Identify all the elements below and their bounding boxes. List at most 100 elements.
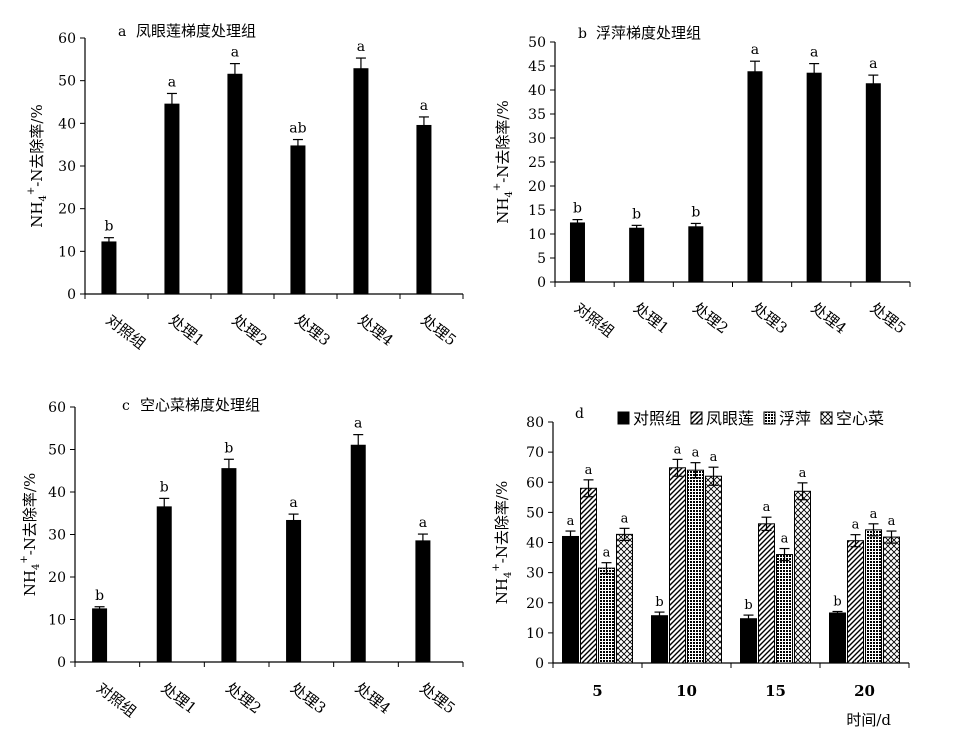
panel-b-y-label: NH4+-N去除率/%: [492, 100, 515, 224]
panel-d-bar-solid: [651, 615, 668, 664]
panel-a-sig-label: a: [357, 39, 365, 55]
panel-d-y-tick-label: 10: [526, 626, 544, 642]
panel-d-sig-label: a: [567, 514, 575, 529]
panel-d-sig-label: b: [833, 594, 841, 609]
panel-b-y-tick-label: 35: [528, 107, 546, 123]
panel-d-y-tick-label: 0: [535, 656, 544, 672]
panel-c-bar: [350, 444, 366, 663]
panel-d-legend-swatch: [763, 411, 776, 425]
chart-panel-b: 0 5 10 15 20 25 30 35 40 45 50 b 浮萍梯度处理组 NH4+-N去除率/% b…: [492, 24, 911, 341]
panel-c-category-label: 处理1: [158, 679, 200, 718]
panel-d-sig-label: a: [870, 507, 878, 522]
panel-b-y-tick-label: 45: [528, 59, 546, 75]
panel-b-category-label: 处理2: [689, 299, 731, 338]
panel-a-sig-label: a: [168, 74, 176, 90]
panel-b-bar: [865, 83, 881, 283]
panel-b-panel-label: b: [578, 26, 587, 42]
panel-d-bar-solid: [562, 535, 579, 664]
panel-d-legend-item: 空心菜: [820, 409, 884, 428]
panel-c-y-tick-label: 20: [48, 570, 66, 586]
panel-a-category-label: 处理3: [291, 311, 333, 350]
panel-d-legend-label: 凤眼莲: [706, 409, 754, 428]
panel-a-y-tick-label: 50: [58, 74, 76, 90]
panel-a-category-label: 处理5: [417, 311, 459, 350]
panel-c-category-label: 处理4: [352, 679, 394, 718]
panel-d-bar-crosshatch: [883, 536, 900, 664]
panel-d-bar-solid: [829, 612, 846, 664]
panel-c-category-label: 处理3: [287, 679, 329, 718]
panel-a-title: 凤眼莲梯度处理组: [136, 22, 256, 40]
panel-a-category-label: 处理1: [165, 311, 207, 350]
panel-d-sig-label: a: [799, 466, 807, 481]
panel-b-bar: [569, 222, 585, 283]
panel-c-bar: [286, 519, 302, 663]
panel-b-y-tick-label: 15: [528, 203, 546, 219]
panel-d-legend-swatch: [617, 411, 630, 425]
panel-d-legend-item: 凤眼莲: [690, 409, 754, 428]
panel-d-bar-diagonal: [847, 540, 864, 664]
panel-b-category-label: 处理5: [867, 299, 909, 338]
panel-d-sig-label: a: [603, 546, 611, 561]
panel-d-sig-label: a: [621, 511, 629, 526]
panel-d-legend-label: 浮萍: [779, 409, 811, 428]
panel-d-bar-grid: [865, 529, 882, 664]
panel-d-legend-label: 对照组: [633, 409, 681, 428]
panel-d-legend-label: 空心菜: [836, 409, 884, 428]
panel-d-bar-solid: [740, 618, 757, 664]
panel-d-sig-label: a: [692, 446, 700, 461]
panel-b-y-tick-label: 50: [528, 35, 546, 51]
panel-b-bar: [629, 227, 645, 283]
panel-d-category-label: 20: [854, 682, 875, 700]
panel-d-bar-diagonal: [669, 467, 686, 664]
panel-d-category-label: 10: [676, 682, 697, 700]
panel-a-y-tick-label: 40: [58, 116, 76, 132]
panel-c-sig-label: a: [419, 515, 427, 531]
panel-a-y-tick-label: 60: [58, 31, 76, 47]
panel-c-sig-label: a: [354, 416, 362, 432]
panel-d-y-tick-label: 50: [526, 505, 544, 521]
panel-b-sig-label: b: [691, 204, 700, 220]
panel-c-sig-label: b: [224, 440, 233, 456]
panel-a-bar: [164, 103, 180, 295]
panel-b-category-label: 处理4: [808, 299, 850, 338]
panel-d-bar-diagonal: [758, 523, 775, 664]
panel-b-category-label: 对照组: [571, 299, 618, 341]
panel-c-title: 空心菜梯度处理组: [140, 396, 260, 414]
panel-c-bar: [92, 608, 108, 663]
panel-d-sig-label: a: [585, 463, 593, 478]
panel-d-panel-label: d: [575, 406, 584, 422]
panel-b-bar: [688, 226, 704, 283]
panel-d-y-tick-label: 70: [526, 445, 544, 461]
panel-a-sig-label: a: [231, 45, 239, 61]
panel-d-y-tick-label: 80: [526, 415, 544, 431]
panel-b-bar: [747, 71, 763, 283]
panel-b-y-tick-label: 40: [528, 83, 546, 99]
panel-d-bar-diagonal: [580, 487, 597, 664]
panel-d-bar-grid: [776, 554, 793, 664]
panel-a-y-tick-label: 30: [58, 159, 76, 175]
panel-c-sig-label: b: [95, 588, 104, 604]
panel-d-x-label: 时间/d: [846, 711, 891, 729]
panel-d-legend-swatch: [820, 411, 833, 425]
panel-d-bar-grid: [687, 469, 704, 664]
panel-c-y-label: NH4+-N去除率/%: [19, 473, 42, 597]
panel-a-y-label: NH4+-N去除率/%: [26, 104, 49, 228]
panel-b-title: 浮萍梯度处理组: [596, 24, 701, 42]
panel-d-y-label: NH4+-N去除率/%: [491, 481, 514, 605]
panel-d-category-label: 15: [765, 682, 786, 700]
panel-b-sig-label: a: [810, 45, 818, 61]
panel-a-y-tick-label: 20: [58, 202, 76, 218]
panel-d-y-tick-label: 30: [526, 566, 544, 582]
panel-d-y-tick-label: 60: [526, 475, 544, 491]
panel-d-sig-label: a: [781, 532, 789, 547]
panel-a-sig-label: ab: [289, 121, 306, 137]
panel-d-bar-crosshatch: [705, 475, 722, 664]
panel-a-y-tick-label: 0: [67, 287, 76, 303]
panel-d-sig-label: a: [852, 518, 860, 533]
panel-b-bar: [806, 72, 822, 283]
panel-a-sig-label: b: [104, 219, 113, 235]
panel-c-sig-label: a: [289, 495, 297, 511]
panel-d-sig-label: a: [888, 514, 896, 529]
